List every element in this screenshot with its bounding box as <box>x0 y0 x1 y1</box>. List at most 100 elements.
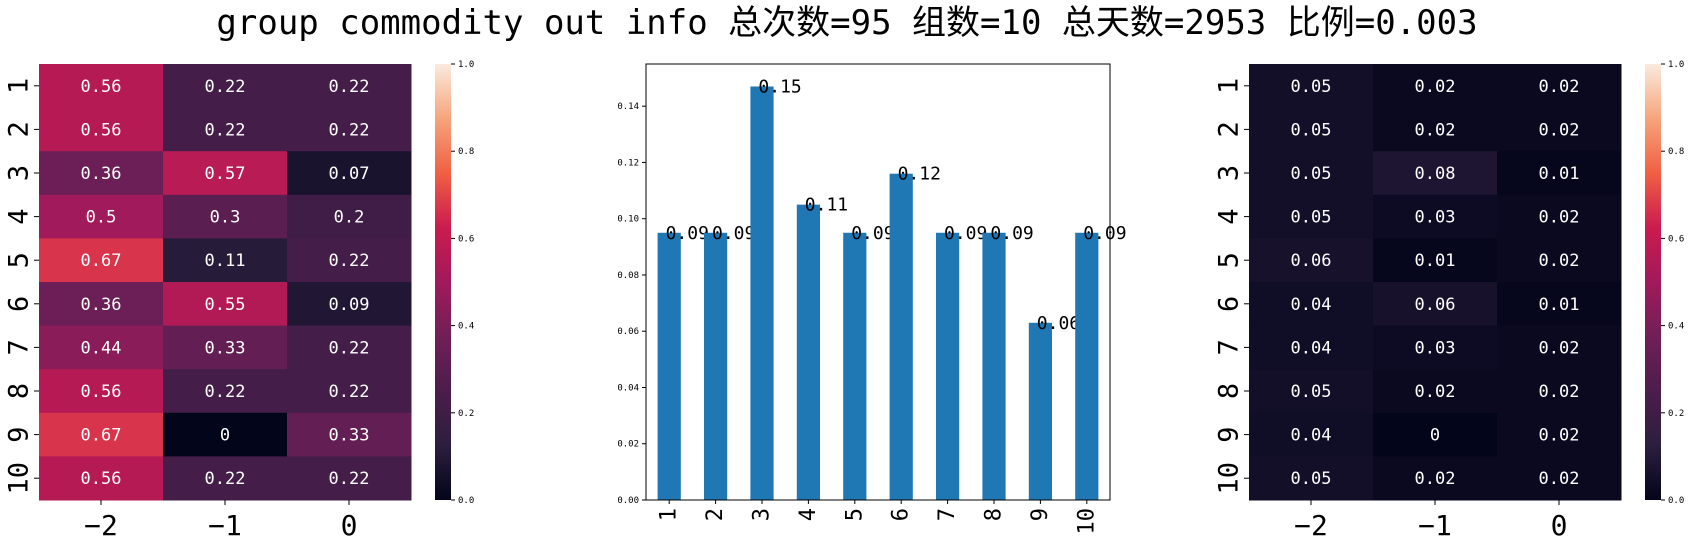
heatmap-cell <box>1497 282 1622 327</box>
heatmap-cell <box>39 456 164 501</box>
bar <box>796 204 820 501</box>
heatmap-cell-label: 0.02 <box>1415 382 1456 402</box>
heatmap-cell-label: 0.36 <box>81 164 122 184</box>
heatmap-cell-label: 0.02 <box>1415 469 1456 489</box>
colorbar-tick-label: 0.4 <box>458 322 474 332</box>
x-tick-label: 5 <box>842 508 867 521</box>
x-tick-label: 0 <box>341 509 358 542</box>
heatmap-cell-label: 0.01 <box>1539 164 1580 184</box>
heatmap-cell-label: 0.3 <box>210 208 241 228</box>
y-tick-label: 0.04 <box>617 383 639 393</box>
bar-data-label: 0.09 <box>666 223 709 244</box>
heatmap-cell <box>163 107 288 152</box>
bar-data-label: 0.09 <box>944 223 987 244</box>
bar-data-label: 0.09 <box>712 223 755 244</box>
heatmap-cell <box>39 151 164 196</box>
bar-data-label: 0.09 <box>1083 223 1126 244</box>
heatmap-cell <box>1249 64 1374 109</box>
y-tick-label: 5 <box>1214 252 1245 268</box>
bar <box>982 232 1006 500</box>
heatmap-cell-label: 0.04 <box>1291 295 1332 315</box>
heatmap-cell-label: 0.22 <box>205 120 246 140</box>
heatmap-cell-label: 0.03 <box>1415 338 1456 358</box>
bar <box>889 173 913 500</box>
bar <box>936 232 960 500</box>
heatmap-cell <box>163 325 288 370</box>
heatmap-cell-label: 0.09 <box>329 295 370 315</box>
heatmap-cell <box>163 412 288 457</box>
heatmap-cell <box>1249 325 1374 370</box>
heatmap-cell <box>287 282 412 327</box>
y-tick-label: 3 <box>1214 165 1245 181</box>
heatmap-cell-label: 0.56 <box>81 469 122 489</box>
heatmap-cell-label: 0.05 <box>1291 469 1332 489</box>
y-tick-label: 6 <box>1214 296 1245 312</box>
heatmap-cell-label: 0.03 <box>1415 208 1456 228</box>
heatmap-cell <box>1249 456 1374 501</box>
heatmap-cell-label: 0.07 <box>329 164 370 184</box>
heatmap-cell-label: 0.04 <box>1291 426 1332 446</box>
bar-data-label: 0.11 <box>805 195 848 216</box>
heatmap-cell <box>1497 456 1622 501</box>
bar-data-label: 0.12 <box>898 164 941 185</box>
heatmap-cell-label: 0.02 <box>1539 469 1580 489</box>
heatmap-cell <box>1497 325 1622 370</box>
colorbar <box>1645 64 1661 500</box>
bar-data-label: 0.06 <box>1037 313 1080 334</box>
heatmap-cell <box>1373 151 1498 196</box>
y-tick-label: 9 <box>4 426 35 442</box>
heatmap-cell-label: 0.36 <box>81 295 122 315</box>
y-tick-label: 4 <box>4 208 35 224</box>
bar <box>750 86 774 500</box>
x-tick-label: 6 <box>889 508 914 521</box>
y-tick-label: 0.02 <box>617 440 639 450</box>
heatmap-cell <box>163 151 288 196</box>
y-tick-label: 7 <box>1214 339 1245 355</box>
heatmap-cell <box>1373 456 1498 501</box>
x-tick-label: −2 <box>1294 509 1328 542</box>
y-tick-label: 0.06 <box>617 327 639 337</box>
heatmap-cell <box>39 325 164 370</box>
heatmap-cell-label: 0.67 <box>81 251 122 271</box>
heatmap-cell-label: 0.02 <box>1539 426 1580 446</box>
heatmap-cell-label: 0.02 <box>1539 251 1580 271</box>
y-tick-label: 0.10 <box>617 215 639 225</box>
y-tick-label: 8 <box>1214 383 1245 399</box>
heatmap-cell-label: 0.22 <box>205 469 246 489</box>
colorbar-tick-label: 0.8 <box>458 147 474 157</box>
heatmap-cell-label: 0.22 <box>329 120 370 140</box>
heatmap-cell <box>287 151 412 196</box>
heatmap-cell-label: 0.33 <box>205 338 246 358</box>
heatmap-cell <box>163 369 288 414</box>
colorbar-tick-label: 0.8 <box>1668 147 1684 157</box>
heatmap-cell <box>1497 151 1622 196</box>
heatmap-cell-label: 0.02 <box>1539 208 1580 228</box>
x-tick-label: 3 <box>750 508 775 521</box>
heatmap-cell-label: 0.22 <box>329 469 370 489</box>
heatmap-cell <box>1497 412 1622 457</box>
colorbar <box>435 64 451 500</box>
y-tick-label: 0.14 <box>617 102 639 112</box>
y-tick-label: 8 <box>4 383 35 399</box>
heatmap-cell-label: 0 <box>220 426 230 446</box>
colorbar-tick-label: 0.0 <box>1668 496 1684 506</box>
colorbar-tick-label: 1.0 <box>458 60 474 70</box>
heatmap-cell-label: 0.02 <box>1539 120 1580 140</box>
heatmap-cell <box>1497 194 1622 239</box>
heatmap-cell <box>287 325 412 370</box>
heatmap-cell <box>163 238 288 283</box>
plot-frame <box>645 63 1111 501</box>
heatmap-cell-label: 0.22 <box>205 77 246 97</box>
heatmap-cell <box>163 282 288 327</box>
heatmap-cell-label: 0.22 <box>329 77 370 97</box>
bar-data-label: 0.09 <box>851 223 894 244</box>
heatmap-cell <box>1249 238 1374 283</box>
colorbar-tick-label: 0.0 <box>458 496 474 506</box>
heatmap-cell <box>163 194 288 239</box>
heatmap-cell <box>287 456 412 501</box>
heatmap-cell <box>287 194 412 239</box>
y-tick-label: 6 <box>4 296 35 312</box>
heatmap-cell <box>39 412 164 457</box>
heatmap-cell <box>287 107 412 152</box>
heatmap-cell-label: 0.02 <box>1539 338 1580 358</box>
